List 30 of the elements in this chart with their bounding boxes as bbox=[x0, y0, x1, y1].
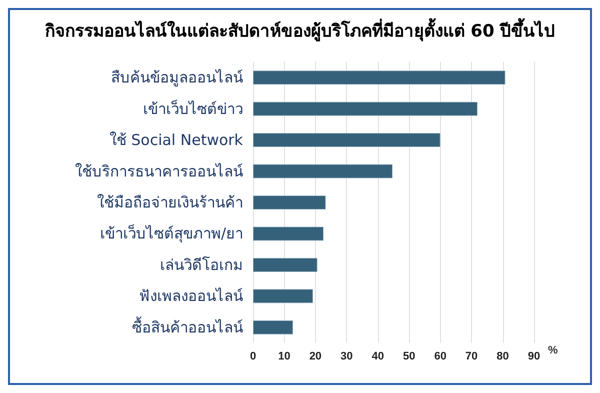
x-tick-label: 50 bbox=[402, 350, 416, 362]
chart-title: กิจกรรมออนไลน์ในแต่ละสัปดาห์ของผู้บริโภคที่มีอายุตั้งแต่ 60 ปีขึ้นไป bbox=[44, 18, 556, 42]
x-tick-label: 70 bbox=[465, 350, 478, 362]
y-tick-label: ใช้ Social Network bbox=[109, 131, 244, 150]
bar bbox=[253, 258, 318, 272]
x-tick-label: 60 bbox=[434, 350, 446, 362]
y-tick-label: ซื้อสินค้าออนไลน์ bbox=[132, 316, 243, 336]
bar bbox=[253, 196, 326, 210]
x-tick-label: 0 bbox=[250, 350, 256, 362]
y-tick-label: เล่นวิดีโอเกม bbox=[160, 256, 243, 274]
bar bbox=[253, 70, 506, 85]
x-tick-label: 40 bbox=[372, 350, 384, 362]
x-axis-title: % bbox=[548, 344, 558, 356]
x-tick-label: 30 bbox=[340, 350, 353, 362]
y-tick-label: สืบค้นข้อมูลออนไลน์ bbox=[111, 68, 243, 87]
y-tick-label: ฟังเพลงออนไลน์ bbox=[139, 287, 243, 306]
y-tick-label: เข้าเว็บไซต์ข่าว bbox=[143, 98, 243, 118]
x-tick-label: 10 bbox=[278, 350, 290, 362]
bar bbox=[253, 289, 313, 304]
bar bbox=[253, 102, 478, 116]
bar bbox=[253, 320, 293, 334]
x-tick-label: 80 bbox=[496, 350, 509, 362]
x-tick-label: 20 bbox=[309, 350, 322, 362]
y-tick-label: ใช้มือถือจ่ายเงินร้านค้า bbox=[97, 194, 243, 212]
bar bbox=[253, 164, 393, 178]
bar bbox=[253, 133, 440, 148]
y-tick-label: เข้าเว็บไซต์สุขภาพ/ยา bbox=[100, 224, 243, 244]
x-tick-label: 90 bbox=[528, 350, 540, 362]
y-tick-label: ใช้บริการธนาคารออนไลน์ bbox=[75, 162, 243, 180]
bar bbox=[253, 226, 324, 241]
